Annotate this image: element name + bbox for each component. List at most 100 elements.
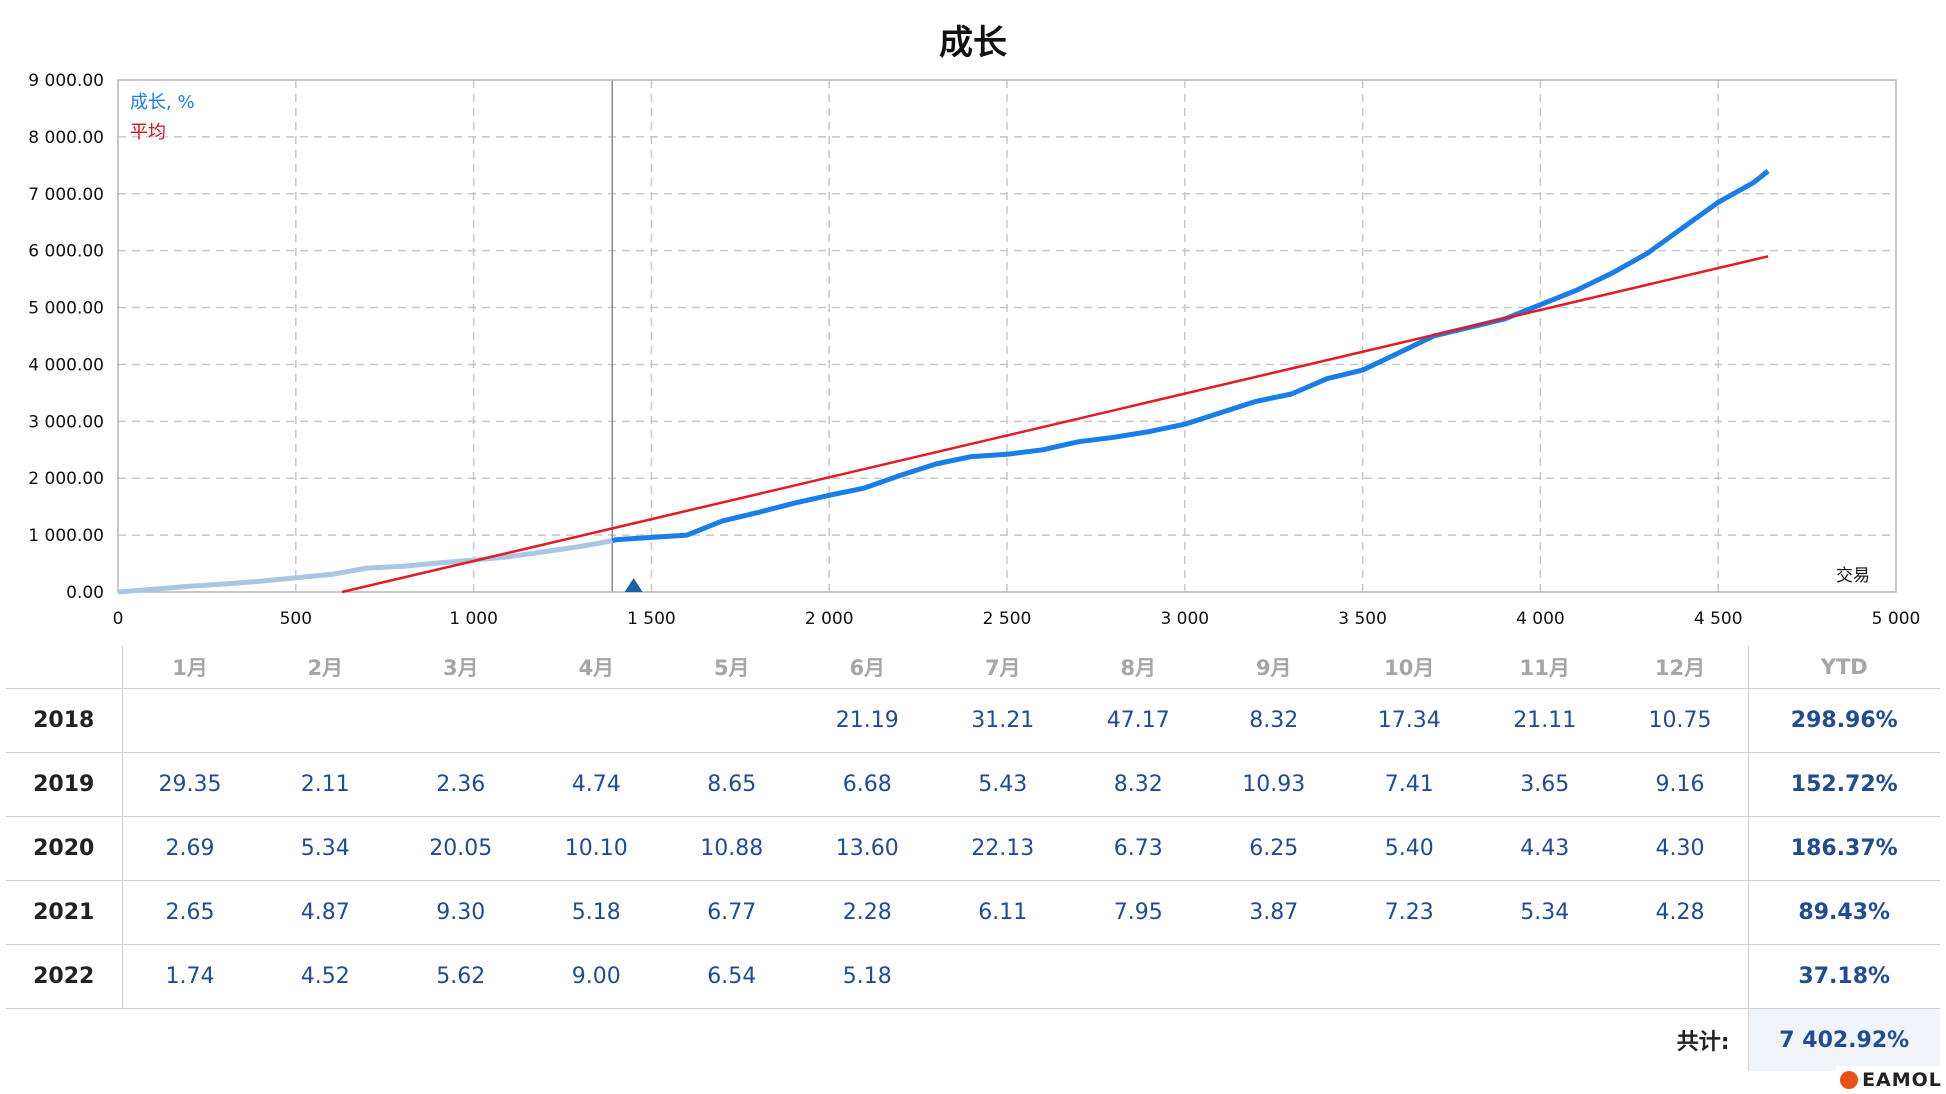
- month-header: 9月: [1206, 646, 1342, 689]
- month-value-cell: 8.65: [664, 752, 800, 817]
- month-value-cell: 2.69: [122, 816, 258, 881]
- month-value-cell: [393, 688, 529, 753]
- x-tick-label: 2 000: [805, 609, 854, 629]
- month-value-cell: [1612, 944, 1748, 1009]
- month-value-cell: 9.16: [1612, 752, 1748, 817]
- year-cell: 2022: [6, 944, 123, 1009]
- month-header: 1月: [122, 646, 258, 689]
- month-value-cell: 4.28: [1612, 880, 1748, 945]
- month-value-cell: 2.36: [393, 752, 529, 817]
- chart-axes: 0 500 1 000 1 500 2 000 2 500 3 000 3 500 4 000 4…: [28, 71, 1920, 629]
- growth-line: [611, 169, 1770, 544]
- year-cell: 2020: [6, 816, 123, 881]
- growth-history-line: [117, 538, 613, 595]
- month-value-cell: 21.19: [799, 688, 935, 753]
- month-value-cell: 10.93: [1206, 752, 1342, 817]
- month-value-cell: 8.32: [1206, 688, 1342, 753]
- month-value-cell: [1070, 944, 1206, 1009]
- month-value-cell: 5.18: [799, 944, 935, 1009]
- year-cell: 2018: [6, 688, 123, 753]
- month-value-cell: 5.18: [528, 880, 664, 945]
- month-value-cell: 2.11: [257, 752, 393, 817]
- month-value-cell: 17.34: [1341, 688, 1477, 753]
- month-value-cell: 10.88: [664, 816, 800, 881]
- month-value-cell: 22.13: [935, 816, 1071, 881]
- month-value-cell: 7.23: [1341, 880, 1477, 945]
- x-axis-label: 交易: [1836, 566, 1870, 586]
- month-value-cell: 4.43: [1477, 816, 1613, 881]
- month-value-cell: 10.10: [528, 816, 664, 881]
- month-header: 11月: [1477, 646, 1613, 689]
- month-value-cell: 3.65: [1477, 752, 1613, 817]
- month-value-cell: 2.28: [799, 880, 935, 945]
- month-value-cell: [664, 688, 800, 753]
- x-tick-label: 3 000: [1160, 609, 1209, 629]
- table-row: 2020 2.69 5.34 20.05 10.10 10.88 13.60 22.13 6.7…: [6, 816, 1940, 881]
- chart-grid: [118, 80, 1896, 592]
- eamol-logo-icon: [1840, 1071, 1859, 1089]
- x-tick-label: 500: [280, 609, 312, 629]
- month-value-cell: 7.95: [1070, 880, 1206, 945]
- month-value-cell: 13.60: [799, 816, 935, 881]
- month-value-cell: 3.87: [1206, 880, 1342, 945]
- monthly-growth-table-wrap: 1月 2月 3月 4月 5月 6月 7月 8月 9月 10月 11月 12月 YTD 2018 21.19…: [6, 646, 1940, 1071]
- month-value-cell: 4.30: [1612, 816, 1748, 881]
- month-value-cell: 5.34: [257, 816, 393, 881]
- month-header: 2月: [257, 646, 393, 689]
- month-header: 5月: [664, 646, 800, 689]
- month-value-cell: 31.21: [935, 688, 1071, 753]
- month-value-cell: [257, 688, 393, 753]
- table-body: 2018 21.19 31.21 47.17 8.32 17.34 21.11 10.75 29…: [6, 688, 1940, 1071]
- month-value-cell: [528, 688, 664, 753]
- month-header: 12月: [1612, 646, 1748, 689]
- month-header: 4月: [528, 646, 664, 689]
- total-label: 共计:: [1676, 1030, 1730, 1055]
- table-corner: [6, 646, 123, 689]
- x-tick-label: 3 500: [1338, 609, 1387, 629]
- y-tick-label: 2 000.00: [28, 469, 104, 489]
- x-tick-label: 4 500: [1694, 609, 1743, 629]
- month-header: 8月: [1070, 646, 1206, 689]
- month-value-cell: 1.74: [122, 944, 258, 1009]
- chart-series: [117, 169, 1770, 595]
- month-value-cell: 6.68: [799, 752, 935, 817]
- x-tick-label: 0: [113, 609, 124, 629]
- table-row: 2018 21.19 31.21 47.17 8.32 17.34 21.11 10.75 29…: [6, 688, 1940, 753]
- month-value-cell: 5.40: [1341, 816, 1477, 881]
- month-value-cell: 6.54: [664, 944, 800, 1009]
- table-row: 2019 29.35 2.11 2.36 4.74 8.65 6.68 5.43 8.32 10.…: [6, 752, 1940, 817]
- x-tick-label: 5 000: [1872, 609, 1921, 629]
- chart-title: 成长: [939, 23, 1007, 63]
- deposit-marker-icon: [624, 578, 643, 592]
- month-value-cell: 9.30: [393, 880, 529, 945]
- x-tick-label: 1 000: [449, 609, 498, 629]
- ytd-value-cell: 186.37%: [1747, 816, 1940, 881]
- month-value-cell: [122, 688, 258, 753]
- y-tick-label: 4 000.00: [28, 355, 104, 375]
- month-value-cell: 4.52: [257, 944, 393, 1009]
- month-value-cell: [935, 944, 1071, 1009]
- month-value-cell: 6.77: [664, 880, 800, 945]
- month-value-cell: 5.62: [393, 944, 529, 1009]
- ytd-value-cell: 37.18%: [1747, 944, 1940, 1009]
- year-cell: 2019: [6, 752, 123, 817]
- table-header-row: 1月 2月 3月 4月 5月 6月 7月 8月 9月 10月 11月 12月 YTD: [6, 646, 1940, 689]
- x-tick-label: 2 500: [983, 609, 1032, 629]
- y-tick-label: 0.00: [66, 583, 104, 603]
- year-cell: 2021: [6, 880, 123, 945]
- month-value-cell: 5.34: [1477, 880, 1613, 945]
- month-value-cell: 10.75: [1612, 688, 1748, 753]
- month-value-cell: 29.35: [122, 752, 258, 817]
- month-header: 10月: [1341, 646, 1477, 689]
- month-header: 7月: [935, 646, 1071, 689]
- month-value-cell: [1477, 944, 1613, 1009]
- y-tick-label: 3 000.00: [28, 412, 104, 432]
- month-value-cell: 6.25: [1206, 816, 1342, 881]
- total-value: 7 402.92%: [1747, 1008, 1940, 1071]
- month-value-cell: 9.00: [528, 944, 664, 1009]
- table-row: 2021 2.65 4.87 9.30 5.18 6.77 2.28 6.11 7.95 3.87…: [6, 880, 1940, 945]
- month-header: 3月: [393, 646, 529, 689]
- watermark-text: EAMOL: [1862, 1069, 1942, 1091]
- y-tick-label: 8 000.00: [28, 128, 104, 148]
- month-value-cell: 47.17: [1070, 688, 1206, 753]
